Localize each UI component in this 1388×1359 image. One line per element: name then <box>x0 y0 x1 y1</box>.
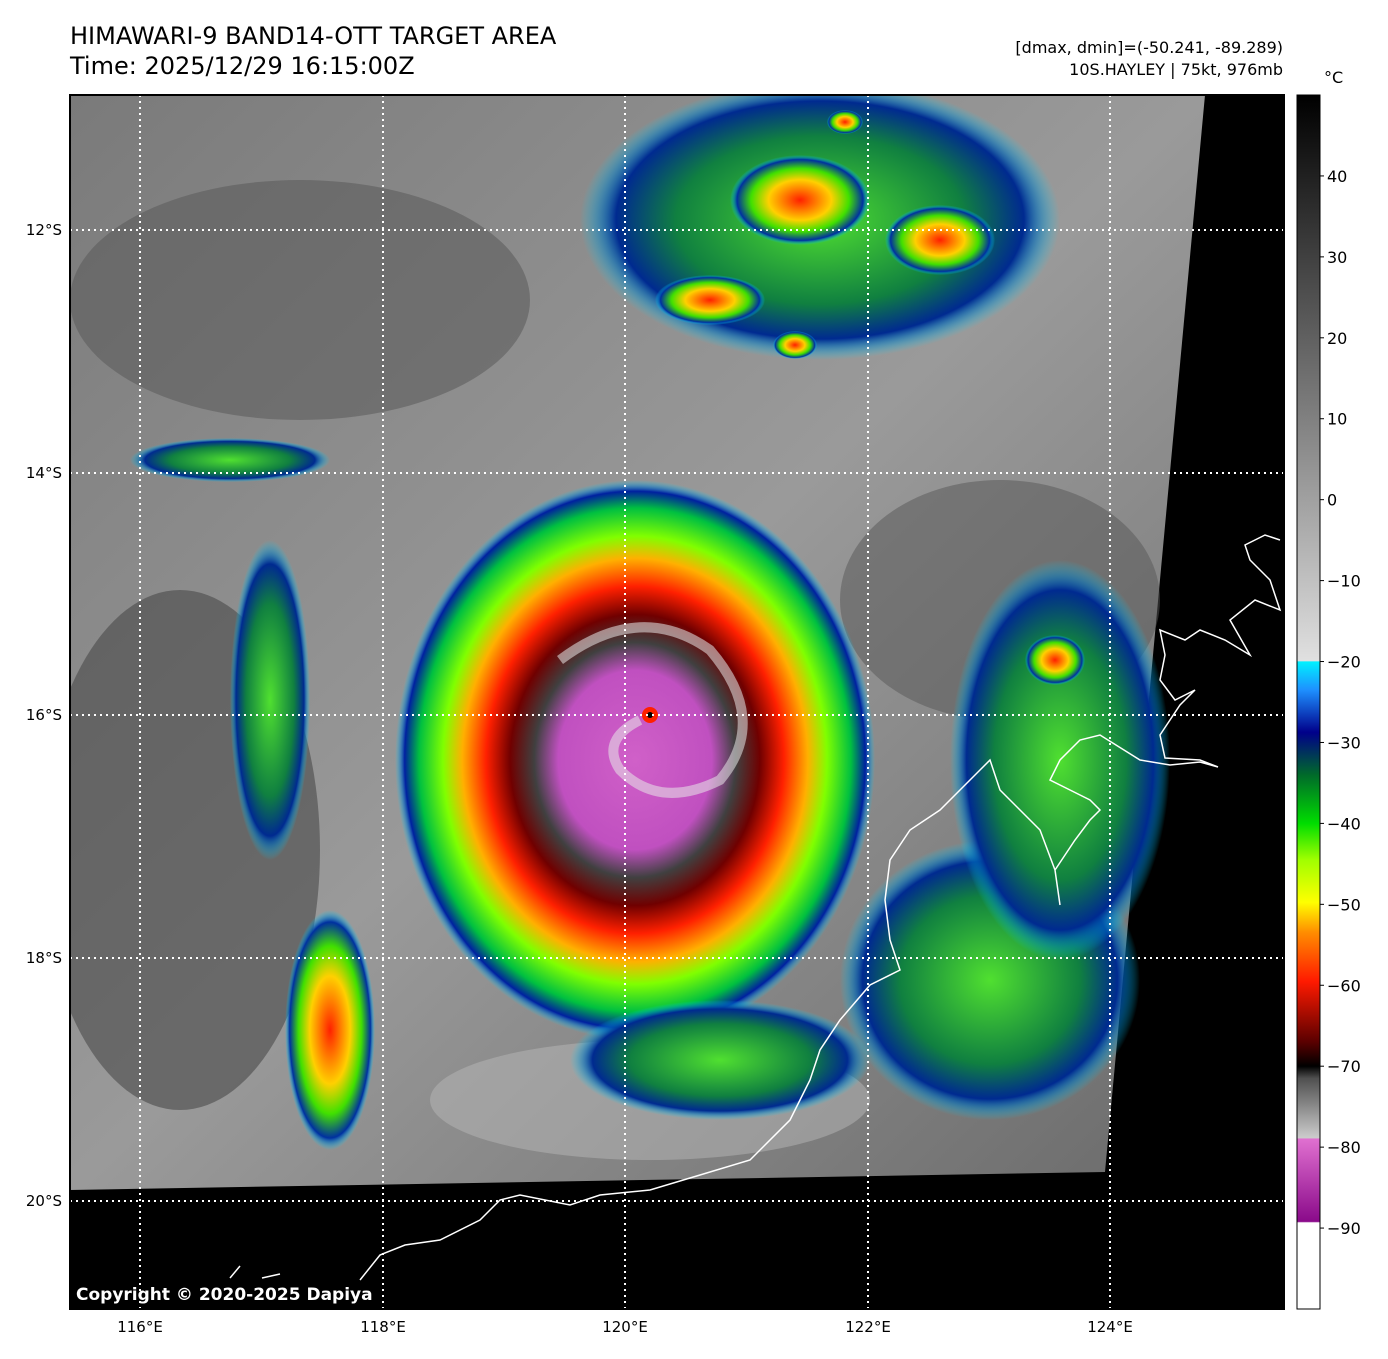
colorbar-tick-label: 0 <box>1327 491 1337 510</box>
colorbar-tick-label: −10 <box>1327 572 1361 591</box>
coastline <box>229 534 1282 1281</box>
west-band <box>130 438 330 482</box>
lat-label: 14°S <box>26 464 62 482</box>
dmax-dmin-readout: [dmax, dmin]=(-50.241, -89.289) <box>1015 38 1283 57</box>
cloud-patch <box>70 180 530 420</box>
colorbar-tick-label: −70 <box>1327 1057 1361 1076</box>
cyclone-cdo <box>395 480 875 1040</box>
east-cell <box>1025 635 1085 685</box>
lon-label: 122°E <box>845 1318 891 1336</box>
lon-label: 120°E <box>602 1318 648 1336</box>
copyright-text: Copyright © 2020-2025 Dapiya <box>76 1285 373 1305</box>
storm-info: 10S.HAYLEY | 75kt, 976mb <box>1069 60 1283 79</box>
cyclone-outer-band <box>570 1000 870 1120</box>
eyewall-spiral <box>557 622 748 798</box>
lat-label: 12°S <box>26 221 62 239</box>
colorbar-tick-label: 40 <box>1327 167 1347 186</box>
chart-title: HIMAWARI-9 BAND14-OTT TARGET AREA <box>70 22 557 50</box>
lat-label: 20°S <box>26 1192 62 1210</box>
map-frame <box>69 94 1285 1310</box>
lon-label: 124°E <box>1087 1318 1133 1336</box>
colorbar-tick-label: −80 <box>1327 1138 1361 1157</box>
lat-axis: 12°S 14°S 16°S 18°S 20°S <box>26 221 62 1210</box>
north-cell <box>730 155 870 245</box>
graticule <box>70 95 1284 1309</box>
colorbar-tick-label: −30 <box>1327 733 1361 752</box>
north-cell <box>655 275 765 325</box>
lon-label: 118°E <box>360 1318 406 1336</box>
colorbar-tick-label: 20 <box>1327 329 1347 348</box>
colorbar-tick-label: −20 <box>1327 653 1361 672</box>
west-band <box>230 540 310 860</box>
north-cell <box>827 110 863 134</box>
north-cell <box>885 205 995 275</box>
colorbar-tick-label: 30 <box>1327 248 1347 267</box>
colorbar-tick-label: −40 <box>1327 814 1361 833</box>
lat-label: 18°S <box>26 949 62 967</box>
lat-label: 16°S <box>26 706 62 724</box>
north-cell <box>773 331 817 359</box>
colorbar-tick-label: −60 <box>1327 976 1361 995</box>
colorbar-tick-label: −50 <box>1327 895 1361 914</box>
chart-time: Time: 2025/12/29 16:15:00Z <box>70 52 415 80</box>
colorbar <box>1296 94 1321 1310</box>
lon-label: 116°E <box>117 1318 163 1336</box>
west-band <box>285 910 375 1150</box>
colorbar-ticks: 40 30 20 10 0 −10 −20 −30 −40 −50 −60 −70 −80 −90 <box>1320 167 1361 1238</box>
lon-axis: 116°E 118°E 120°E 122°E 124°E <box>117 1318 1133 1336</box>
cyclone-eye-center <box>647 712 653 718</box>
colorbar-tick-label: 10 <box>1327 410 1347 429</box>
colorbar-unit: °C <box>1324 68 1344 87</box>
colorbar-tick-label: −90 <box>1327 1219 1361 1238</box>
